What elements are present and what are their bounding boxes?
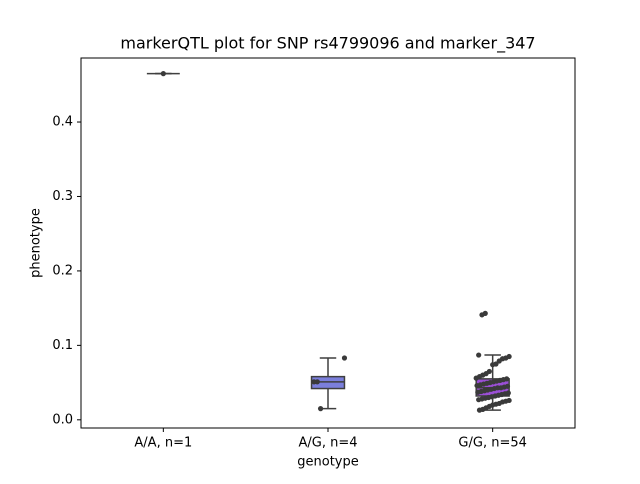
point — [496, 358, 502, 364]
chart-title: markerQTL plot for SNP rs4799096 and mar… — [120, 34, 535, 54]
point — [160, 71, 166, 77]
point — [317, 406, 324, 412]
point — [490, 362, 496, 368]
y-axis-label: phenotype — [29, 208, 44, 278]
y-tick-label: 0.3 — [52, 189, 73, 204]
point — [311, 379, 317, 385]
point — [476, 397, 482, 403]
x-axis-label: genotype — [297, 455, 358, 470]
point — [473, 375, 479, 381]
y-tick-label: 0.0 — [52, 412, 73, 427]
x-tick-label: G/G, n=54 — [458, 436, 526, 451]
point — [476, 407, 483, 413]
y-tick-label: 0.4 — [52, 115, 73, 130]
point — [475, 389, 481, 395]
y-tick-label: 0.1 — [52, 338, 73, 353]
point — [476, 352, 482, 358]
point — [341, 355, 348, 361]
x-tick-label: A/G, n=4 — [298, 436, 357, 451]
y-tick-label: 0.2 — [52, 263, 73, 278]
plot-frame — [80, 57, 576, 429]
point — [479, 312, 485, 318]
x-tick-label: A/A, n=1 — [134, 436, 192, 451]
point — [474, 382, 480, 389]
